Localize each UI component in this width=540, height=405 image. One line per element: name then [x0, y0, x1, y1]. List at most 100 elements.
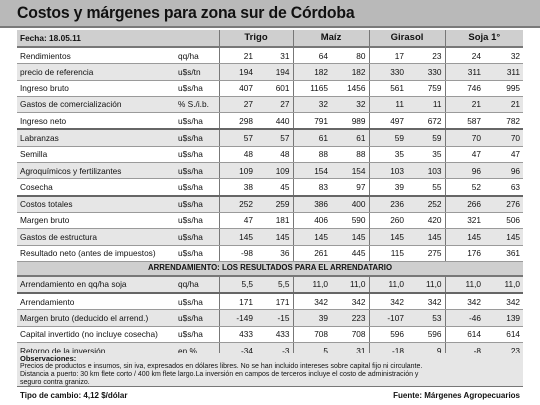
- cell-value: 32: [292, 96, 332, 114]
- cell-value: 47: [218, 212, 257, 230]
- cell-value: 400: [331, 195, 370, 213]
- cell-value: 433: [218, 326, 257, 344]
- table-row: Arrendamiento u$s/ha 171 171 342 342 342 342 342…: [17, 293, 524, 311]
- row-label: Resultado neto (antes de impuestos): [17, 245, 177, 262]
- cell-value: 39: [368, 178, 408, 197]
- row-label: Ingreso bruto: [17, 80, 177, 97]
- row-label: Rendimientos: [17, 47, 177, 65]
- row-label: Margen bruto: [17, 212, 177, 230]
- cell-value: 746: [444, 80, 485, 97]
- cell-value: 298: [218, 112, 257, 131]
- cell-value: 154: [331, 162, 370, 180]
- cell-value: 36: [256, 245, 294, 262]
- cell-value: 11,0: [484, 275, 524, 295]
- cell-value: 17: [368, 47, 408, 65]
- cell-value: 1456: [331, 80, 370, 97]
- cell-value: -107: [368, 309, 408, 327]
- cell-value: 70: [444, 129, 485, 147]
- cell-value: 252: [218, 195, 257, 213]
- row-unit: u$s/ha: [177, 129, 220, 147]
- cell-value: 5,5: [218, 275, 257, 295]
- row-label: Arrendamiento en qq/ha soja: [17, 275, 177, 295]
- cell-value: 61: [292, 129, 332, 147]
- cell-value: 11,0: [407, 275, 446, 295]
- cell-value: 342: [484, 293, 524, 311]
- cell-value: 995: [484, 80, 524, 97]
- cell-value: 440: [256, 112, 294, 131]
- cell-value: 61: [331, 129, 370, 147]
- cell-value: 109: [218, 162, 257, 180]
- cell-value: 406: [292, 212, 332, 230]
- row-unit: u$s/ha: [177, 309, 220, 327]
- costs-margins-table: Fecha: 18.05.11 Trigo Maíz Girasol Soja …: [17, 30, 524, 360]
- row-unit: u$s/ha: [177, 178, 220, 197]
- date-label: Fecha: 18.05.11: [17, 30, 220, 48]
- table-row: Arrendamiento en qq/ha soja qq/ha 5,5 5,5 11…: [17, 275, 524, 295]
- cell-value: 145: [484, 228, 524, 246]
- row-label: Labranzas: [17, 129, 177, 147]
- cell-value: 31: [256, 47, 294, 65]
- exchange-rate: Tipo de cambio: 4,12 $/dólar: [20, 391, 128, 400]
- title-bar: Costos y márgenes para zona sur de Córdo…: [0, 0, 540, 28]
- table-row: Capital invertido (no incluye cosecha) u$…: [17, 326, 524, 344]
- cell-value: 311: [444, 63, 485, 81]
- cell-value: 145: [256, 228, 294, 246]
- section-header-row: ARRENDAMIENTO: LOS RESULTADOS PARA EL AR…: [17, 260, 524, 277]
- cell-value: 35: [368, 146, 408, 164]
- cell-value: 176: [444, 245, 485, 262]
- cell-value: 11,0: [444, 275, 485, 295]
- table-row: Semilla u$s/ha 48 48 88 88 35 35 47 47: [17, 146, 524, 164]
- cell-value: 614: [484, 326, 524, 344]
- cell-value: 59: [407, 129, 446, 147]
- table-row: Agroquímicos y fertilizantes u$s/ha 109 109…: [17, 162, 524, 180]
- row-label: precio de referencia: [17, 63, 177, 81]
- row-label: Costos totales: [17, 195, 177, 213]
- cell-value: 139: [484, 309, 524, 327]
- cell-value: 342: [292, 293, 332, 311]
- cell-value: -98: [218, 245, 257, 262]
- table-row: Ingreso neto u$s/ha 298 440 791 989 497 672 587 7…: [17, 112, 524, 131]
- observations-title: Observaciones:: [20, 354, 77, 363]
- cell-value: 32: [484, 47, 524, 65]
- cell-value: 182: [331, 63, 370, 81]
- cell-value: 11,0: [292, 275, 332, 295]
- cell-value: 342: [368, 293, 408, 311]
- cell-value: 80: [331, 47, 370, 65]
- crop-header-girasol: Girasol: [368, 30, 446, 48]
- cell-value: 311: [484, 63, 524, 81]
- table-row: Ingreso bruto u$s/ha 407 601 1165 1456 561 759 7…: [17, 80, 524, 97]
- cell-value: 497: [368, 112, 408, 131]
- cell-value: 145: [292, 228, 332, 246]
- cell-value: 96: [444, 162, 485, 180]
- cell-value: 5,5: [256, 275, 294, 295]
- cell-value: 23: [407, 47, 446, 65]
- cell-value: 145: [368, 228, 408, 246]
- cell-value: 109: [256, 162, 294, 180]
- cell-value: 194: [256, 63, 294, 81]
- row-unit: qq/ha: [177, 47, 220, 65]
- row-unit: u$s/ha: [177, 212, 220, 230]
- cell-value: 145: [331, 228, 370, 246]
- row-label: Semilla: [17, 146, 177, 164]
- cell-value: 342: [407, 293, 446, 311]
- row-label: Agroquímicos y fertilizantes: [17, 162, 177, 180]
- footer: Tipo de cambio: 4,12 $/dólar Fuente: Már…: [17, 391, 523, 403]
- cell-value: 57: [218, 129, 257, 147]
- cell-value: 252: [407, 195, 446, 213]
- cell-value: 266: [444, 195, 485, 213]
- cell-value: 181: [256, 212, 294, 230]
- cell-value: 506: [484, 212, 524, 230]
- table-row: Gastos de comercialización% S./i.b. 27 27 3…: [17, 96, 524, 114]
- cell-value: 236: [368, 195, 408, 213]
- cell-value: 260: [368, 212, 408, 230]
- cell-value: 361: [484, 245, 524, 262]
- cell-value: 342: [331, 293, 370, 311]
- cell-value: 708: [292, 326, 332, 344]
- table-row: Resultado neto (antes de impuestos) u$s/h…: [17, 245, 524, 262]
- cell-value: 24: [444, 47, 485, 65]
- cell-value: 171: [218, 293, 257, 311]
- table-body: Fecha: 18.05.11 Trigo Maíz Girasol Soja …: [17, 30, 524, 360]
- cell-value: 601: [256, 80, 294, 97]
- cell-value: 223: [331, 309, 370, 327]
